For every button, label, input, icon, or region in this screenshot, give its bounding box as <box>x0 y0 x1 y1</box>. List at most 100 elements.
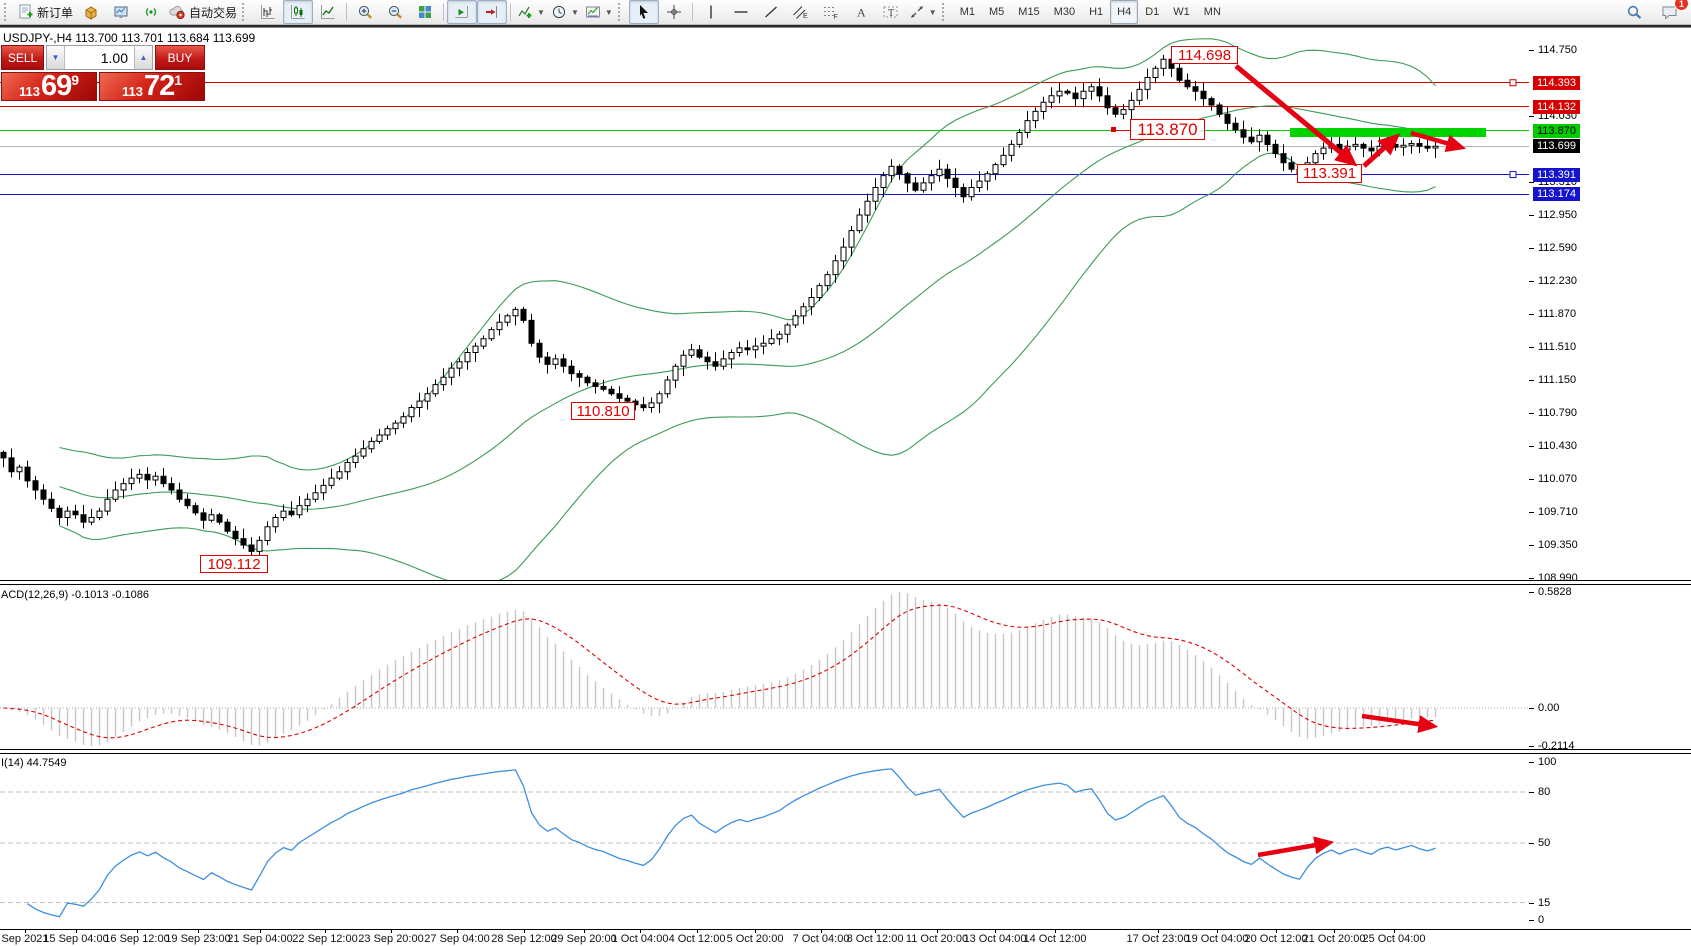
time-label: 22 Sep 12:00 <box>292 933 358 945</box>
crosshair-tool-button[interactable] <box>659 0 689 24</box>
annotation-label-114.698[interactable]: 114.698 <box>1171 46 1238 64</box>
zoom-out-button[interactable] <box>380 0 410 24</box>
buy-button[interactable]: BUY <box>155 45 205 70</box>
svg-text:A: A <box>857 6 866 20</box>
time-tick <box>755 930 756 933</box>
timeframe-M30[interactable]: M30 <box>1053 6 1076 18</box>
indicators-button[interactable]: ▼ <box>514 0 548 24</box>
sell-button[interactable]: SELL <box>1 45 44 70</box>
fibonacci-tool-button[interactable]: F <box>816 0 846 24</box>
terminal-button[interactable] <box>106 0 136 24</box>
time-tick <box>937 930 938 933</box>
buy-price-button[interactable]: 113 72 1 <box>99 72 205 101</box>
sell-price-big: 69 <box>40 70 72 102</box>
pane-divider[interactable] <box>0 749 1691 754</box>
price-axis[interactable]: 114.750 114.030 113.310 112.950 112.590 112.2… <box>1529 28 1691 929</box>
chart-shift-button[interactable] <box>477 0 508 24</box>
toolbar-grip[interactable] <box>941 3 950 21</box>
rsi-axis-dash <box>1529 843 1534 844</box>
rsi-line <box>27 768 1436 918</box>
signal-icon <box>143 4 159 20</box>
time-axis[interactable]: Sep 2021 15 Sep 04:00 16 Sep 12:00 19 Sep 2… <box>0 929 1691 946</box>
equidistant-channel-tool-button[interactable]: E <box>786 0 816 24</box>
template-button[interactable]: ▼ <box>582 0 616 24</box>
time-tick <box>584 930 585 933</box>
candlestick-chart-button[interactable] <box>283 0 314 24</box>
price-tick-label: 111.150 <box>1538 374 1577 386</box>
time-tick <box>1158 930 1159 933</box>
vertical-line-tool-button[interactable] <box>696 0 726 24</box>
new-order-button[interactable]: 新订单 <box>15 0 76 24</box>
time-label: 17 Oct 23:00 <box>1126 933 1190 945</box>
macd-pane[interactable] <box>0 585 1530 749</box>
annotation-label-113.391[interactable]: 113.391 <box>1297 164 1362 183</box>
annotation-label-113.870[interactable]: 113.870 <box>1130 119 1205 140</box>
tile-windows-button[interactable] <box>410 0 440 24</box>
auto-scroll-button[interactable] <box>447 0 478 24</box>
periods-button[interactable]: ▼ <box>548 0 582 24</box>
arrows-icon <box>909 4 925 20</box>
signals-button[interactable] <box>136 0 166 24</box>
time-tick <box>1276 930 1277 933</box>
price-tick-dash <box>1529 347 1534 348</box>
pane-divider[interactable] <box>0 580 1691 585</box>
annotation-label-110.810[interactable]: 110.810 <box>571 402 635 420</box>
notification-badge: 1 <box>1674 0 1689 11</box>
price-badge-114.132: 114.132 <box>1533 99 1580 114</box>
rsi-pane[interactable] <box>0 754 1530 929</box>
time-tick <box>1217 930 1218 933</box>
rsi-axis-label: 50 <box>1538 837 1551 849</box>
time-label: 21 Sep 04:00 <box>227 933 293 945</box>
timeframe-M1[interactable]: M1 <box>959 6 975 18</box>
price-tick-label: 109.350 <box>1538 539 1578 551</box>
timeframe-M15[interactable]: M15 <box>1018 6 1040 18</box>
buy-price-big: 72 <box>143 70 175 102</box>
line-chart-icon <box>320 4 336 20</box>
time-label: 25 Oct 04:00 <box>1362 933 1426 945</box>
rsi-axis-label: 15 <box>1538 897 1551 909</box>
volume-value[interactable]: 1.00 <box>100 49 128 66</box>
timeframe-H4[interactable]: H4 <box>1110 0 1139 24</box>
template-icon <box>585 4 601 20</box>
sell-price-button[interactable]: 113 69 9 <box>1 70 98 102</box>
annotation-label-109.112[interactable]: 109.112 <box>200 555 268 573</box>
main-chart-pane[interactable] <box>0 28 1530 580</box>
time-label: 23 Sep 20:00 <box>358 933 424 945</box>
one-click-trading-panel: SELL ▼ 1.00 ▲ BUY 113 69 9 113 72 1 <box>1 45 205 101</box>
search-button[interactable] <box>1619 0 1649 24</box>
time-tick <box>1394 930 1395 933</box>
notifications-button[interactable]: 1 <box>1655 0 1689 24</box>
timeframe-M5[interactable]: M5 <box>989 6 1005 18</box>
horizontal-line-tool-button[interactable] <box>726 0 756 24</box>
chevron-down-icon: ▼ <box>928 7 937 17</box>
line-chart-button[interactable] <box>313 0 343 24</box>
time-label: 5 Oct 20:00 <box>726 933 784 945</box>
rsi-axis-dash <box>1529 762 1534 763</box>
timeframe-H1[interactable]: H1 <box>1089 6 1104 18</box>
time-label: 11 Oct 20:00 <box>905 933 969 945</box>
price-tick-label: 111.870 <box>1538 308 1577 320</box>
chart-title: USDJPY-,H4 113.700 113.701 113.684 113.6… <box>3 31 256 45</box>
timeframe-D1[interactable]: D1 <box>1145 6 1160 18</box>
volume-decrease-button[interactable]: ▼ <box>47 46 65 69</box>
toolbar-grip[interactable] <box>242 3 250 21</box>
cursor-tool-button[interactable] <box>628 0 659 24</box>
text-label-tool-button[interactable]: T <box>876 0 906 24</box>
trendline-tool-button[interactable] <box>756 0 786 24</box>
bar-chart-button[interactable] <box>253 0 283 24</box>
timeframe-W1[interactable]: W1 <box>1173 6 1190 18</box>
candle-wicks <box>3 50 1436 567</box>
volume-increase-button[interactable]: ▲ <box>134 46 152 69</box>
toolbar-grip[interactable] <box>617 3 626 21</box>
bar-chart-icon <box>260 4 276 20</box>
toolbar-grip[interactable] <box>4 3 12 21</box>
zoom-in-button[interactable] <box>350 0 380 24</box>
toolbar: 新订单 自动交易 ▼ ▼ ▼ E F A T <box>0 0 1691 25</box>
market-watch-button[interactable] <box>76 0 106 24</box>
arrows-tool-button[interactable]: ▼ <box>906 0 940 24</box>
line-anchor-handle <box>1509 79 1517 87</box>
text-tool-button[interactable]: A <box>846 0 876 24</box>
auto-trading-button[interactable]: 自动交易 <box>166 0 240 24</box>
timeframe-MN[interactable]: MN <box>1203 6 1221 18</box>
package-icon <box>83 4 99 20</box>
